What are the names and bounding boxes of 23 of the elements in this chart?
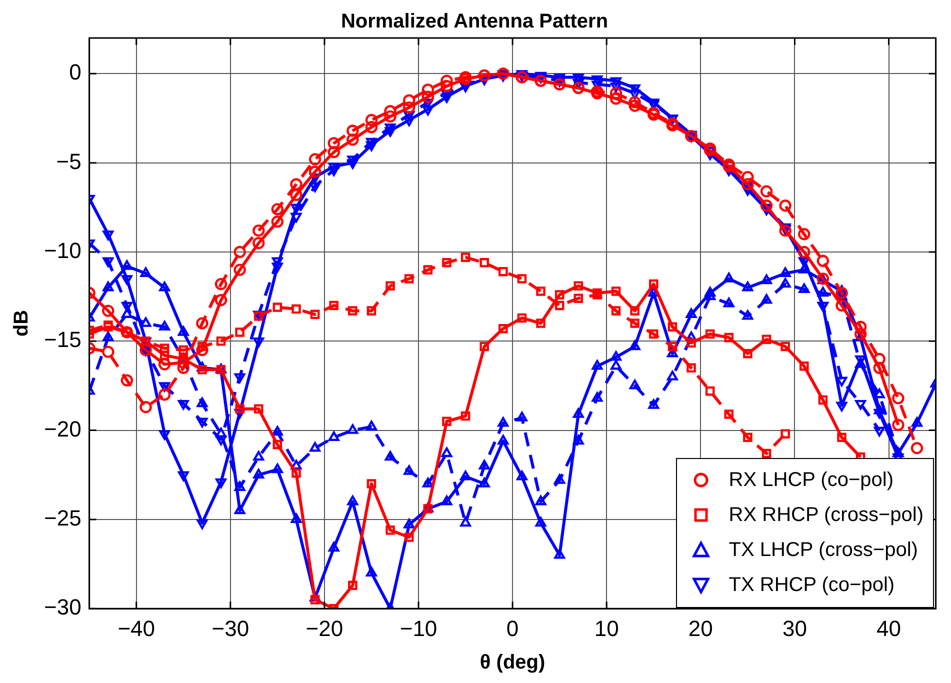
x-tick-label: −40 bbox=[118, 616, 156, 641]
legend-label: TX RHCP (co−pol) bbox=[728, 574, 895, 597]
legend-label: RX RHCP (cross−pol) bbox=[728, 504, 924, 527]
y-tick-label: −20 bbox=[44, 416, 82, 442]
legend-label: TX LHCP (cross−pol) bbox=[728, 538, 918, 562]
y-tick-label: −15 bbox=[44, 327, 82, 352]
x-tick-label: −30 bbox=[212, 616, 250, 641]
x-tick-label: 10 bbox=[594, 616, 619, 641]
x-axis-title: θ (deg) bbox=[480, 652, 546, 674]
x-tick-label: 0 bbox=[506, 616, 519, 641]
x-tick-label: 20 bbox=[688, 616, 713, 641]
y-tick-label: 0 bbox=[69, 60, 82, 85]
x-tick-label: −20 bbox=[306, 616, 344, 641]
x-tick-label: 40 bbox=[876, 616, 902, 641]
x-tick-label: 30 bbox=[782, 616, 807, 641]
y-tick-label: −10 bbox=[44, 238, 82, 264]
chart-title: Normalized Antenna Pattern bbox=[340, 10, 608, 33]
y-tick-label: −5 bbox=[56, 148, 82, 174]
legend-label: RX LHCP (co−pol) bbox=[728, 468, 894, 492]
y-axis-title: dB bbox=[10, 310, 33, 337]
x-tick-label: −10 bbox=[400, 616, 438, 641]
y-tick-label: −30 bbox=[44, 594, 82, 620]
y-tick-label: −25 bbox=[44, 506, 82, 531]
